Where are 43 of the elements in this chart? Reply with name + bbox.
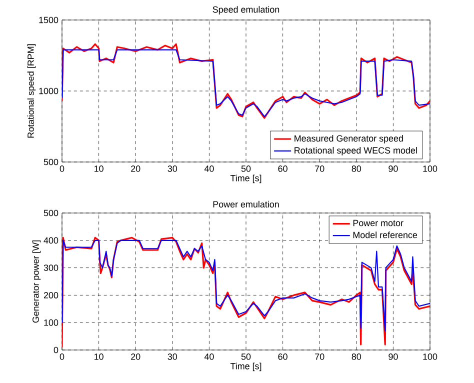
y-axis-title: Rotational speed [RPM] <box>27 44 36 138</box>
x-tick-label: 70 <box>315 166 324 172</box>
legend-label: Measured Generator speed <box>294 135 403 144</box>
y-tick-label: 1000 <box>39 88 58 94</box>
chart-title: Speed emulation <box>212 6 280 14</box>
y-tick-label: 400 <box>44 237 58 244</box>
x-tick-label: 20 <box>131 354 140 360</box>
y-axis-title: Generator power [W] <box>32 240 41 323</box>
x-tick-label: 60 <box>278 166 288 172</box>
x-tick-label: 80 <box>352 166 362 172</box>
x-tick-label: 10 <box>94 354 104 360</box>
y-tick-label: 1500 <box>39 16 58 24</box>
y-tick-label: 0 <box>54 346 58 354</box>
line-series <box>62 240 430 332</box>
x-tick-label: 50 <box>241 354 251 360</box>
x-tick-label: 40 <box>204 166 214 172</box>
x-tick-label: 50 <box>241 166 251 172</box>
x-tick-label: 40 <box>204 354 214 360</box>
y-tick-label: 300 <box>44 264 58 271</box>
chart-title: Power emulation <box>213 200 279 208</box>
legend-label: Power motor <box>353 220 404 226</box>
x-tick-label: 90 <box>388 166 398 172</box>
x-tick-label: 80 <box>352 354 362 360</box>
y-tick-label: 500 <box>44 210 58 216</box>
x-tick-label: 60 <box>278 354 288 360</box>
y-tick-label: 200 <box>44 292 58 298</box>
x-tick-label: 70 <box>315 354 324 360</box>
x-tick-label: 100 <box>423 166 438 172</box>
x-tick-label: 0 <box>60 354 64 360</box>
x-tick-label: 100 <box>423 354 438 360</box>
line-series <box>62 236 430 348</box>
x-tick-label: 0 <box>60 166 64 172</box>
x-axis-title: Time [s] <box>230 174 262 184</box>
x-tick-label: 20 <box>131 166 140 172</box>
x-tick-label: 30 <box>168 166 178 172</box>
x-tick-label: 30 <box>168 354 178 360</box>
legend-label: Model reference <box>353 232 418 238</box>
x-tick-label: 10 <box>94 166 104 172</box>
x-tick-label: 90 <box>388 354 398 360</box>
y-tick-label: 100 <box>44 319 58 326</box>
legend-label: Rotational speed WECS model <box>294 146 417 156</box>
y-tick-label: 500 <box>44 158 58 166</box>
x-axis-title: Time [s] <box>230 362 262 372</box>
